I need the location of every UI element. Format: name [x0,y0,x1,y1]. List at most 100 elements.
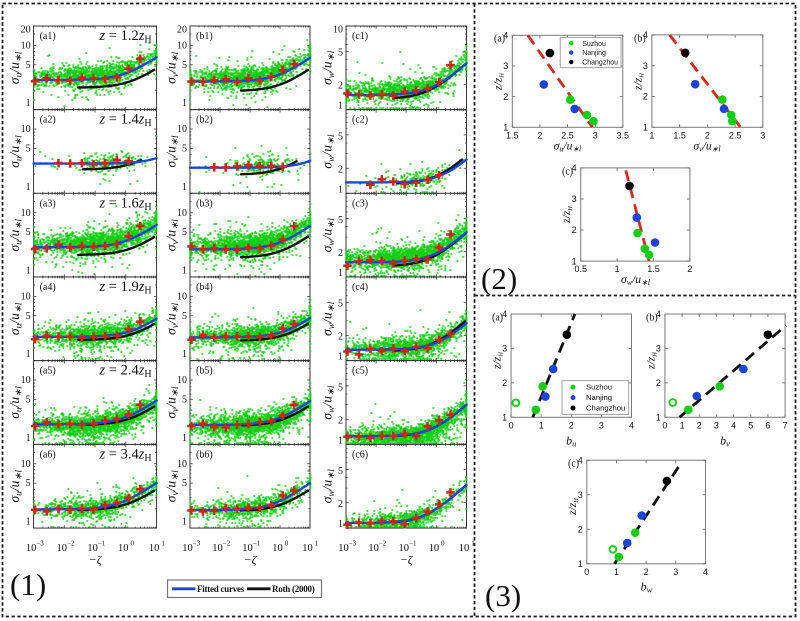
svg-text:10: 10 [21,292,31,303]
svg-text:10: 10 [87,543,98,554]
svg-text:σu/u∗l: σu/u∗l [554,141,582,154]
svg-text:4: 4 [643,30,648,40]
svg-text:4: 4 [703,567,708,577]
svg-text:10: 10 [459,543,470,554]
svg-text:5: 5 [182,60,187,71]
svg-text:3: 3 [502,344,507,354]
svg-text:10: 10 [182,543,193,554]
svg-text:z = 3.4zH: z = 3.4zH [98,446,151,464]
svg-text:5: 5 [182,227,187,238]
svg-text:20: 20 [21,25,31,36]
svg-text:10: 10 [177,208,187,219]
svg-text:3: 3 [760,130,765,140]
svg-text:3: 3 [599,420,604,430]
svg-text:0: 0 [131,540,135,548]
svg-text:1: 1 [614,567,619,577]
svg-text:2: 2 [569,420,574,430]
svg-text:2: 2 [643,92,648,102]
svg-text:4: 4 [572,163,577,173]
svg-text:10: 10 [21,208,31,219]
svg-text:z = 1.9zH: z = 1.9zH [98,279,151,297]
svg-text:10: 10 [57,543,68,554]
svg-text:2: 2 [338,415,343,426]
svg-text:1: 1 [161,540,165,548]
svg-text:z = 2.4zH: z = 2.4zH [98,363,151,381]
svg-text:2: 2 [687,264,692,274]
svg-text:1: 1 [338,268,343,279]
svg-text:20: 20 [177,25,187,36]
svg-text:10: 10 [338,543,349,554]
svg-text:4: 4 [503,31,508,41]
svg-text:3: 3 [673,567,678,577]
svg-text:4: 4 [578,455,583,465]
svg-text:5: 5 [338,466,343,477]
svg-text:10: 10 [177,375,187,386]
svg-text:10: 10 [429,543,440,554]
svg-text:(b3): (b3) [196,198,213,209]
svg-text:(1): (1) [10,567,46,602]
svg-text:−3: −3 [36,540,44,548]
svg-text:(a3): (a3) [40,198,56,209]
svg-text:5: 5 [26,60,31,71]
svg-text:−3: −3 [349,540,357,548]
svg-text:z = 1.6zH: z = 1.6zH [98,195,151,213]
svg-text:0: 0 [584,567,589,577]
svg-text:3: 3 [593,130,598,140]
svg-text:z = 1.4zH: z = 1.4zH [98,112,151,130]
svg-text:10: 10 [177,124,187,135]
svg-text:1: 1 [338,184,343,195]
svg-text:5: 5 [338,215,343,226]
svg-text:(c1): (c1) [352,31,368,42]
svg-text:2: 2 [338,81,343,92]
svg-text:1: 1 [26,433,31,444]
svg-text:4: 4 [656,309,661,319]
svg-text:1: 1 [26,349,31,360]
svg-text:2: 2 [644,567,649,577]
svg-text:5: 5 [26,395,31,406]
svg-text:1: 1 [182,182,187,193]
svg-text:10: 10 [26,543,37,554]
svg-text:1: 1 [680,420,685,430]
svg-text:(2): (2) [481,261,517,296]
svg-text:−1: −1 [253,540,261,548]
svg-text:2: 2 [572,225,577,235]
svg-text:−2: −2 [223,540,231,548]
svg-text:σw/u∗l: σw/u∗l [621,274,651,287]
svg-text:1: 1 [182,266,187,277]
svg-text:(b4): (b4) [196,282,213,293]
svg-text:4: 4 [629,420,634,430]
svg-text:2: 2 [338,164,343,175]
svg-text:10: 10 [242,543,253,554]
svg-text:Fitted curves: Fitted curves [197,584,245,594]
svg-text:1: 1 [649,130,654,140]
svg-text:4: 4 [731,420,736,430]
svg-text:1: 1 [315,540,319,548]
svg-text:1: 1 [615,264,620,274]
svg-text:Roth (2000): Roth (2000) [272,584,315,594]
svg-text:1: 1 [338,101,343,112]
svg-text:5: 5 [182,478,187,489]
svg-text:10: 10 [302,543,313,554]
svg-text:(b1): (b1) [196,31,213,42]
svg-text:2: 2 [502,378,507,388]
svg-text:10: 10 [21,41,31,52]
svg-text:5: 5 [338,299,343,310]
svg-text:(a): (a) [494,34,505,45]
svg-text:(a1): (a1) [40,31,56,42]
svg-text:0.5: 0.5 [574,264,587,274]
svg-text:2: 2 [578,525,583,535]
svg-text:0: 0 [509,420,514,430]
svg-text:5: 5 [338,382,343,393]
svg-text:1: 1 [26,98,31,109]
svg-text:1: 1 [539,420,544,430]
svg-text:5: 5 [748,420,753,430]
svg-text:1: 1 [572,256,577,266]
svg-text:5: 5 [26,478,31,489]
svg-text:−ζ: −ζ [244,553,258,567]
svg-text:10: 10 [118,543,129,554]
svg-text:5: 5 [338,131,343,142]
svg-text:−1: −1 [98,540,106,548]
svg-text:σv/u∗l: σv/u∗l [693,141,721,154]
svg-text:1: 1 [471,540,475,548]
svg-text:(a5): (a5) [40,366,56,377]
